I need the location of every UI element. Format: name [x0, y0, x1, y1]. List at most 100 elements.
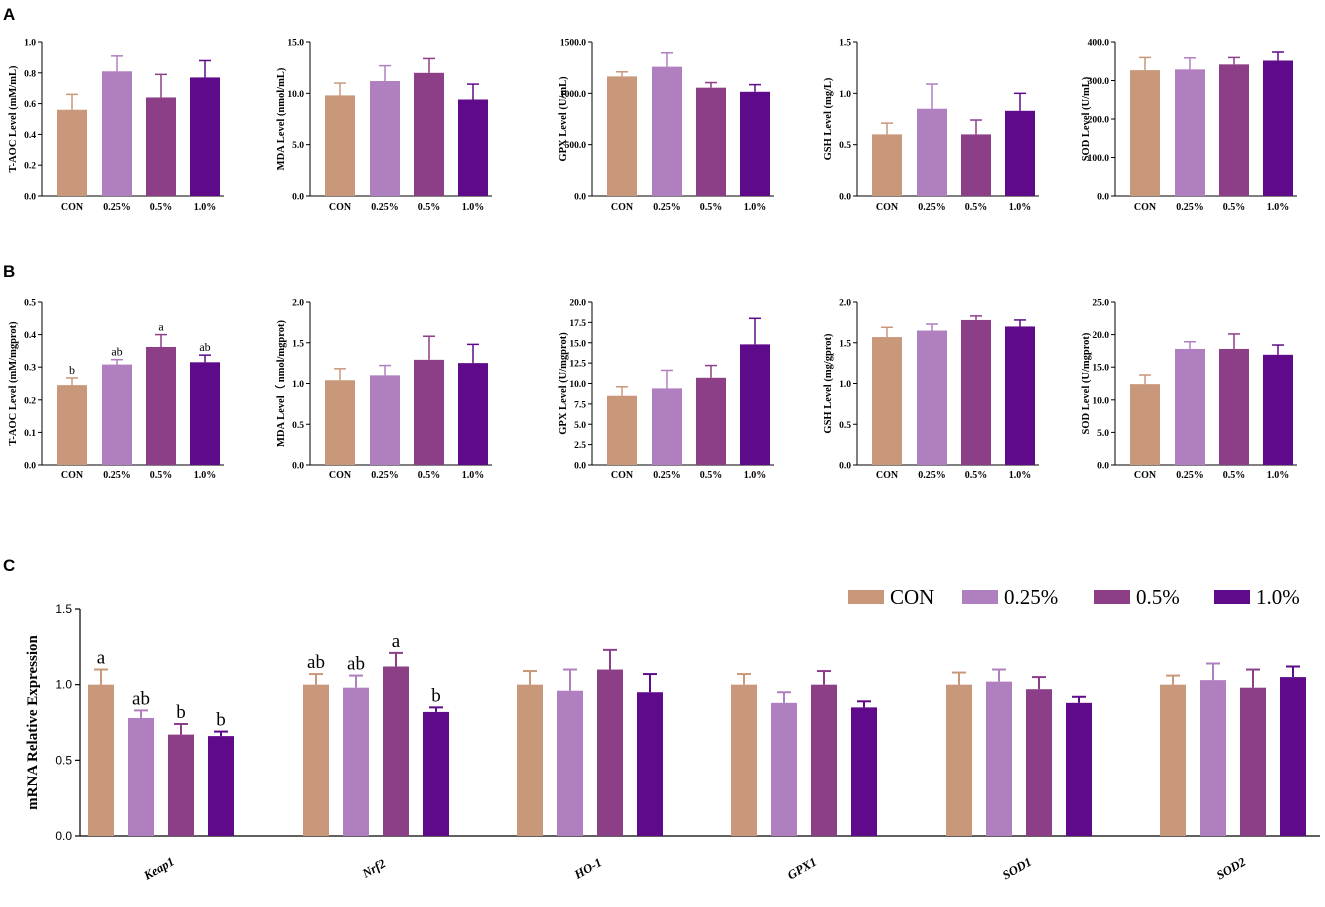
category-label: 0.5%: [1223, 470, 1246, 481]
chart-A-3: 0.0 0.5 1.0 1.5 GSH Level (mg/L) CON 0.25% 0.5%…: [823, 39, 1039, 213]
category-label: CON: [1134, 202, 1157, 213]
bar-0.25%: [917, 330, 947, 465]
y-tick-label: 0.5: [839, 141, 851, 151]
bar-1.0%: [458, 363, 488, 465]
bar-Nrf2-0.25%: [343, 687, 369, 836]
y-tick-label: 1000.0: [560, 90, 586, 100]
bar-0.5%: [696, 87, 726, 196]
significance-label: ab: [132, 688, 150, 709]
y-tick-label: 20.0: [1092, 331, 1109, 341]
y-tick-label: 1.0: [839, 90, 851, 100]
category-label: 1.0%: [1009, 202, 1032, 213]
category-label: 0.5%: [965, 470, 988, 481]
bar-GPX1-1.0%: [851, 707, 877, 836]
bar-SOD2-0.5%: [1240, 687, 1266, 836]
bar-1.0%: [1263, 60, 1293, 197]
gene-label-Keap1: Keap1: [141, 854, 177, 883]
significance-label: b: [216, 710, 226, 731]
bar-0.25%: [917, 108, 947, 196]
y-axis-label: T-AOC Level (mM/mgprot): [8, 321, 19, 446]
legend: CON 0.25% 0.5% 1.0%: [848, 585, 1300, 609]
y-tick-label: 0.8: [24, 69, 36, 79]
significance-label: ab: [111, 345, 122, 359]
legend-label-CON: CON: [890, 585, 934, 609]
y-tick-label: 400.0: [1088, 39, 1110, 49]
charts-layer: 0.0 0.2 0.4 0.6 0.8 1.0 T-AOC Level (mM/mL) CON…: [8, 39, 1320, 883]
y-tick-label: 20.0: [569, 299, 586, 309]
y-tick-label: 100.0: [1088, 154, 1110, 164]
y-tick-label: 0.0: [292, 462, 304, 472]
bar-1.0%: [1263, 354, 1293, 465]
category-label: 0.5%: [418, 470, 441, 481]
bar-0.5%: [1219, 348, 1249, 465]
panel-label-c: C: [3, 556, 15, 575]
legend-label-1.0%: 1.0%: [1256, 585, 1300, 609]
category-label: 1.0%: [1009, 470, 1032, 481]
bar-Keap1-1.0%: [208, 736, 234, 836]
chart-A-0: 0.0 0.2 0.4 0.6 0.8 1.0 T-AOC Level (mM/mL) CON…: [8, 39, 224, 213]
y-tick-label: 0.2: [24, 396, 36, 406]
bar-GPX1-CON: [731, 684, 757, 836]
y-tick-label: 500.0: [565, 141, 587, 151]
category-label: CON: [611, 202, 634, 213]
category-label: 1.0%: [1267, 202, 1290, 213]
significance-label: a: [392, 631, 401, 652]
bar-0.5%: [414, 72, 444, 196]
category-label: 0.25%: [371, 202, 399, 213]
category-label: 0.5%: [1223, 202, 1246, 213]
category-label: CON: [876, 470, 899, 481]
y-axis-label: T-AOC Level (mM/mL): [8, 65, 19, 172]
y-tick-label: 15.0: [287, 39, 304, 49]
y-tick-label: 0.4: [24, 331, 36, 341]
bar-0.5%: [696, 377, 726, 465]
bar-SOD1-0.25%: [986, 681, 1012, 836]
category-label: 1.0%: [462, 202, 485, 213]
category-label: 0.5%: [150, 202, 173, 213]
bar-0.25%: [652, 388, 682, 465]
y-axis-label: GSH Level (mg/gprot): [823, 333, 834, 434]
bar-1.0%: [1005, 326, 1035, 465]
y-tick-label: 10.0: [1092, 396, 1109, 406]
gene-label-SOD1: SOD1: [1000, 855, 1034, 883]
category-label: 0.25%: [653, 470, 681, 481]
category-label: CON: [61, 202, 84, 213]
y-tick-label: 1500.0: [560, 39, 586, 49]
y-tick-label: 2.5: [574, 441, 586, 451]
y-tick-label: 1.5: [55, 602, 72, 616]
chart-B-1: 0.0 0.5 1.0 1.5 2.0 MDA Level（ nmol/mgprot) CO…: [274, 299, 492, 481]
significance-label: b: [176, 702, 186, 723]
y-tick-label: 0.0: [1097, 462, 1109, 472]
y-tick-label: 2.0: [292, 299, 304, 309]
y-tick-label: 1.5: [839, 39, 851, 49]
bar-1.0%: [190, 362, 220, 465]
category-label: 0.25%: [918, 470, 946, 481]
y-tick-label: 0.0: [55, 829, 72, 843]
bar-0.5%: [961, 319, 991, 465]
bar-1.0%: [740, 91, 770, 196]
chart-B-2: 0.0 2.5 5.0 7.5 10.0 12.5 15.0 17.5 20.0 GPX Leve…: [558, 299, 774, 481]
chart-B-4: 0.0 5.0 10.0 15.0 20.0 25.0 SOD Level (U/mgpro…: [1081, 299, 1297, 481]
category-label: CON: [876, 202, 899, 213]
category-label: CON: [1134, 470, 1157, 481]
category-label: 1.0%: [744, 202, 767, 213]
significance-label: b: [69, 363, 75, 377]
bar-GPX1-0.5%: [811, 684, 837, 836]
y-tick-label: 2.0: [839, 299, 851, 309]
bar-0.5%: [1219, 64, 1249, 196]
y-tick-label: 0.5: [839, 421, 851, 431]
y-tick-label: 300.0: [1088, 77, 1110, 87]
bar-0.25%: [102, 71, 132, 196]
bar-0.25%: [1175, 348, 1205, 465]
significance-label: ab: [347, 654, 365, 675]
legend-swatch-0.5%: [1094, 590, 1130, 604]
bar-0.5%: [146, 97, 176, 196]
y-tick-label: 15.0: [1092, 364, 1109, 374]
y-tick-label: 0.5: [24, 299, 36, 309]
chart-B-3: 0.0 0.5 1.0 1.5 2.0 GSH Level (mg/gprot) CON 0.…: [823, 299, 1039, 481]
bar-1.0%: [190, 77, 220, 196]
category-label: 0.25%: [918, 202, 946, 213]
bar-SOD1-CON: [946, 684, 972, 836]
category-label: 1.0%: [194, 202, 217, 213]
y-axis-label: SOD Level (U/mL): [1081, 76, 1092, 161]
